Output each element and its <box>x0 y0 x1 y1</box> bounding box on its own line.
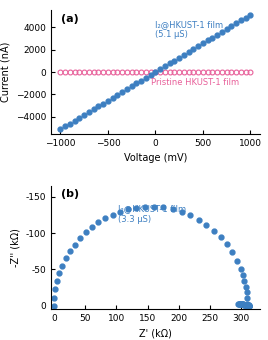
Text: (a): (a) <box>61 14 79 24</box>
X-axis label: Voltage (mV): Voltage (mV) <box>124 153 187 163</box>
Text: I₂@HKUST-1 film
(5.1 μS): I₂@HKUST-1 film (5.1 μS) <box>155 20 224 39</box>
Text: Pristine HKUST-1 film: Pristine HKUST-1 film <box>151 78 239 87</box>
Text: I₂@HKUST-1 film
(3.3 μS): I₂@HKUST-1 film (3.3 μS) <box>118 204 186 224</box>
X-axis label: Z' (kΩ): Z' (kΩ) <box>139 329 172 339</box>
Y-axis label: Current (nA): Current (nA) <box>0 42 10 102</box>
Y-axis label: -Z'' (kΩ): -Z'' (kΩ) <box>10 228 20 267</box>
Text: (b): (b) <box>61 189 80 200</box>
